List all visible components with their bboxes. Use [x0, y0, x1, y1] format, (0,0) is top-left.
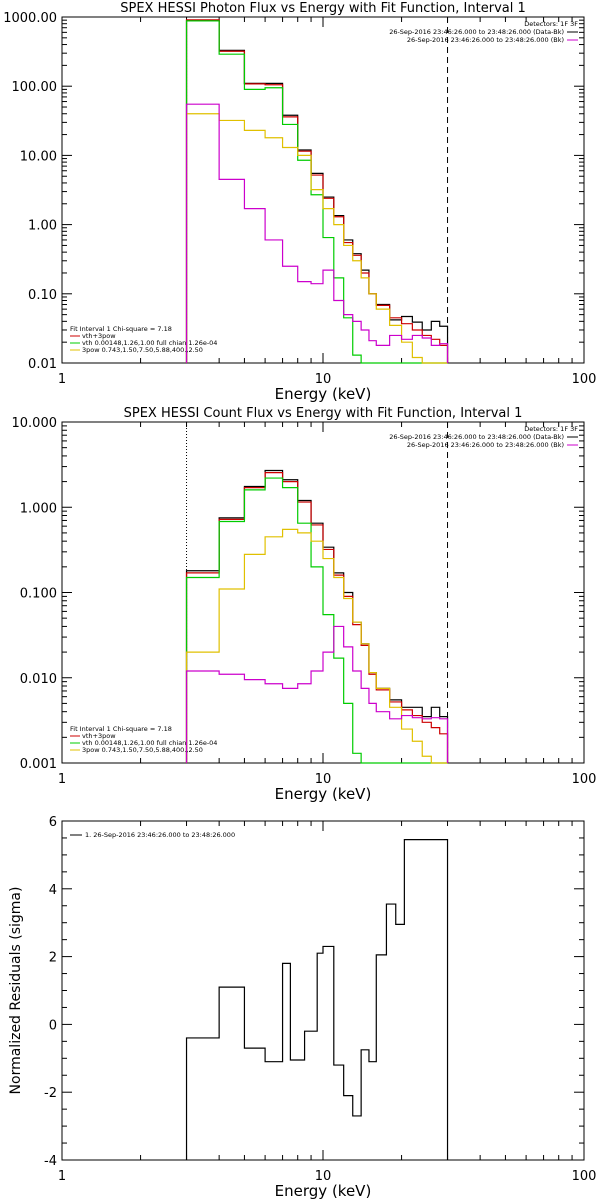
legend-entry-text: vth 0.00148,1.26,1.00 full chian 1.26e-0… — [82, 739, 217, 747]
y-tick-label: -2 — [44, 1086, 57, 1101]
y-tick-label: 2 — [49, 951, 57, 966]
y-tick-label: -4 — [44, 1154, 57, 1169]
legend-fit-interval: Fit Interval 1 Chi-square = 7.18 — [70, 725, 172, 733]
x-tick-label: 100 — [572, 772, 597, 787]
series-residuals — [185, 839, 449, 1160]
x-axis-label: Energy (keV) — [275, 785, 372, 803]
series-vth — [185, 20, 448, 364]
legend-entry-text: 26-Sep-2016 23:46:26.000 to 23:48:26.000… — [389, 28, 564, 36]
series-vth-3pow — [185, 471, 449, 763]
y-axis-label: Normalized Residuals (sigma) — [8, 887, 24, 1095]
series-bk — [185, 103, 449, 363]
legend-entry-text: 26-Sep-2016 23:46:26.000 to 23:48:26.000… — [389, 433, 564, 441]
x-tick-label: 10 — [315, 372, 332, 387]
series-data-bk — [185, 19, 449, 363]
y-tick-label: 100.00 — [12, 80, 58, 95]
y-tick-label: 1.00 — [28, 219, 57, 234]
legend-entry-text: 26-Sep-2016 23:46:26.000 to 23:48:26.000… — [407, 36, 564, 44]
x-tick-label: 1 — [58, 1169, 66, 1184]
y-tick-label: 4 — [49, 883, 57, 898]
y-tick-label: 0.01 — [28, 357, 57, 372]
y-tick-label: 1000.00 — [3, 11, 57, 26]
series-vth — [185, 477, 448, 764]
series-3pow — [185, 113, 448, 364]
legend-entry-text: 1. 26-Sep-2016 23:46:26.000 to 23:48:26.… — [85, 831, 235, 839]
series-vth-3pow — [185, 19, 449, 363]
legend-detectors: Detectors: 1F 3F — [524, 20, 578, 28]
y-tick-label: 10.00 — [20, 149, 57, 164]
chart-panel-1: SPEX HESSI Photon Flux vs Energy with Fi… — [3, 1, 596, 403]
y-tick-label: 0.010 — [20, 672, 57, 687]
y-tick-label: 0 — [49, 1018, 57, 1033]
legend-entry-text: vth+3pow — [82, 332, 116, 340]
y-tick-label: 6 — [49, 815, 57, 830]
chart-panel-2: SPEX HESSI Count Flux vs Energy with Fit… — [12, 406, 597, 803]
series-data-bk — [185, 469, 449, 763]
x-tick-label: 10 — [315, 772, 332, 787]
y-tick-label: 0.100 — [20, 587, 57, 602]
y-tick-label: 1.000 — [20, 501, 57, 516]
series-bk — [185, 625, 449, 763]
legend-entry-text: 3pow 0.743,1.50,7.50,5.88,400.,2.50 — [82, 346, 203, 354]
chart-title: SPEX HESSI Photon Flux vs Energy with Fi… — [120, 1, 526, 16]
legend-entry-text: vth 0.00148,1.26,1.00 full chian 1.26e-0… — [82, 339, 217, 347]
series-3pow — [185, 528, 448, 764]
legend-entry-text: 3pow 0.743,1.50,7.50,5.88,400.,2.50 — [82, 746, 203, 754]
x-tick-label: 100 — [572, 1169, 597, 1184]
plot-frame — [61, 820, 585, 1161]
x-tick-label: 1 — [58, 372, 66, 387]
legend-detectors: Detectors: 1F 3F — [524, 425, 578, 433]
legend-entry-text: 26-Sep-2016 23:46:26.000 to 23:48:26.000… — [407, 441, 564, 449]
y-tick-label: 0.001 — [20, 757, 57, 772]
legend-entry-text: vth+3pow — [82, 732, 116, 740]
x-axis-label: Energy (keV) — [275, 1182, 372, 1200]
x-tick-label: 10 — [315, 1169, 332, 1184]
chart-panel-3: 1 10 100 -4 -2 0 2 4 6 Energy (keV) Normalized Res… — [8, 815, 596, 1200]
x-tick-label: 100 — [572, 372, 597, 387]
x-tick-label: 1 — [58, 772, 66, 787]
x-axis-label: Energy (keV) — [275, 385, 372, 403]
y-tick-label: 0.10 — [28, 288, 57, 303]
y-tick-label: 10.000 — [12, 416, 58, 431]
legend-fit-interval: Fit Interval 1 Chi-square = 7.18 — [70, 325, 172, 333]
chart-title: SPEX HESSI Count Flux vs Energy with Fit… — [124, 406, 523, 421]
